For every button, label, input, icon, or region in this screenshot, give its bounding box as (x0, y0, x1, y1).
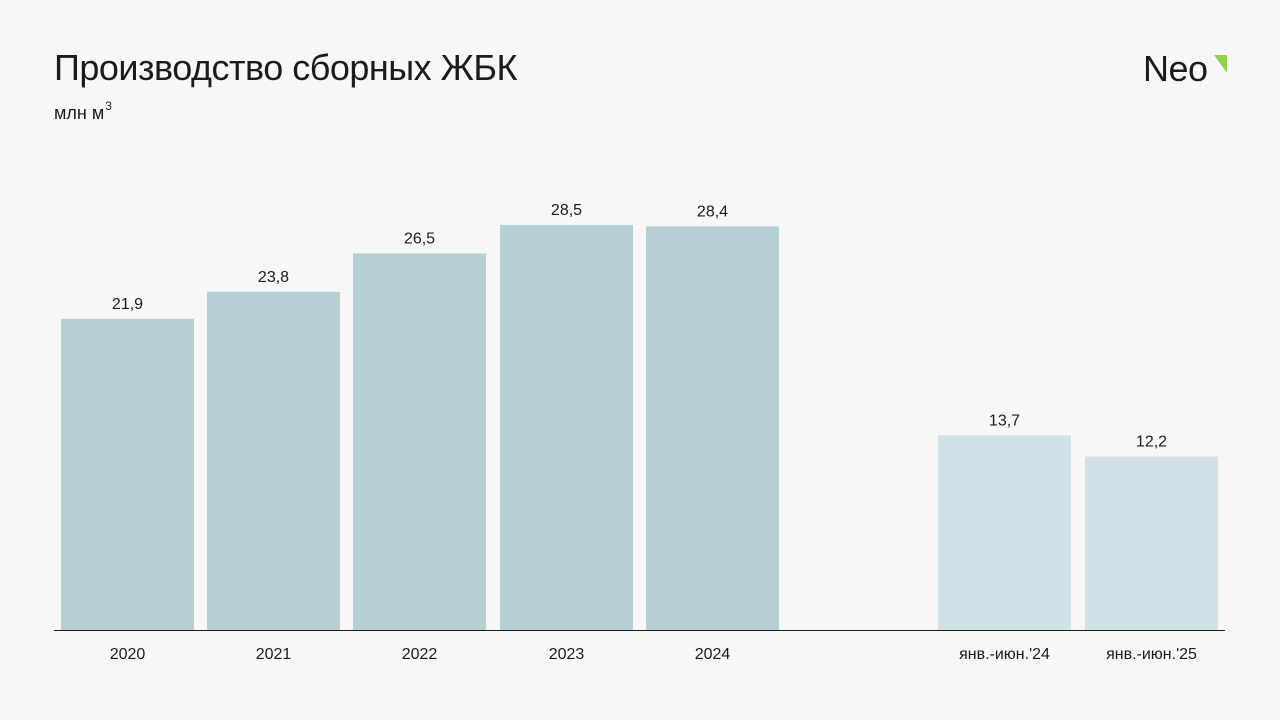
neo-logo: Neo (1143, 51, 1233, 91)
value-label-1: 23,8 (258, 269, 289, 286)
bar-2 (353, 253, 486, 630)
category-label-5: янв.-июн.'24 (959, 646, 1050, 663)
value-label-0: 21,9 (112, 296, 143, 313)
bar-5 (938, 435, 1071, 630)
value-label-5: 13,7 (989, 412, 1020, 429)
value-label-2: 26,5 (404, 230, 435, 247)
category-label-0: 2020 (110, 646, 146, 663)
category-label-4: 2024 (695, 646, 731, 663)
unit-text: млн м (54, 103, 105, 123)
value-label-6: 12,2 (1136, 434, 1167, 451)
bar-4 (646, 226, 779, 630)
unit-label: млн м3 (54, 100, 112, 123)
bar-6 (1085, 456, 1218, 630)
category-label-3: 2023 (549, 646, 585, 663)
bar-0 (61, 318, 194, 630)
category-label-6: янв.-июн.'25 (1106, 646, 1197, 663)
unit-superscript: 3 (105, 99, 112, 113)
bar-1 (207, 291, 340, 630)
value-label-3: 28,5 (551, 202, 582, 219)
value-label-4: 28,4 (697, 203, 728, 220)
logo-text: Neo (1143, 48, 1208, 89)
bar-3 (500, 225, 633, 630)
logo-accent-icon (1214, 55, 1227, 73)
category-label-1: 2021 (256, 646, 292, 663)
category-label-2: 2022 (402, 646, 438, 663)
chart-title: Производство сборных ЖБК (54, 47, 517, 88)
